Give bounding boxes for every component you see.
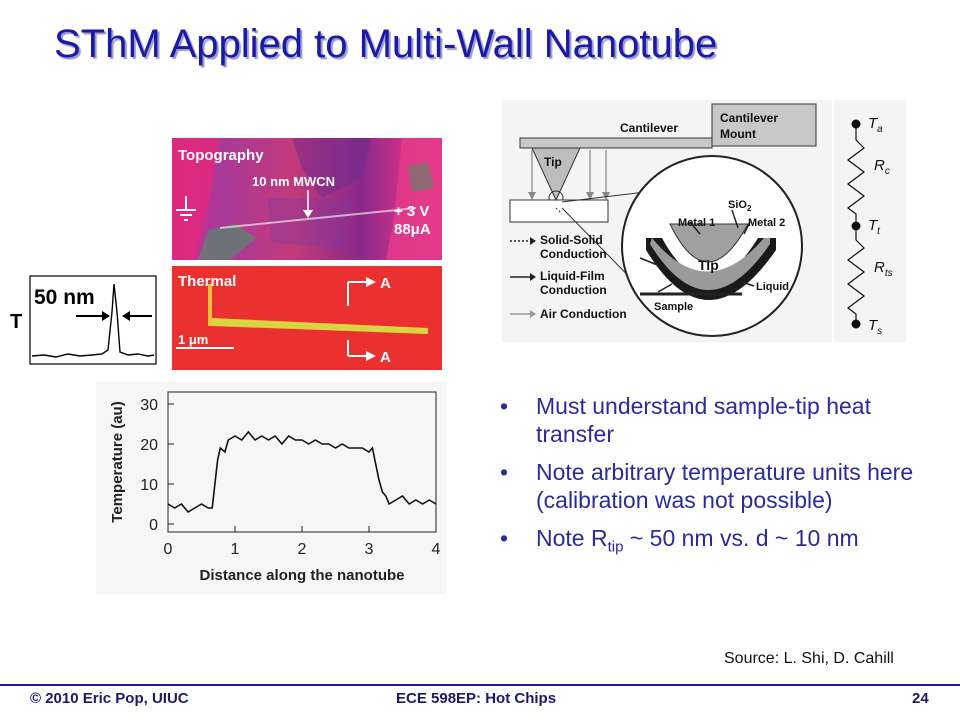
legend-solid-line1: Solid-Solid bbox=[540, 233, 603, 247]
profile-inset: T 50 nm bbox=[10, 275, 157, 365]
node-tt-sub: t bbox=[877, 226, 881, 237]
bullet-item: • Note Rtip ~ 50 nm vs. d ~ 10 nm bbox=[498, 524, 938, 562]
node-tt-label: Tt bbox=[868, 217, 881, 237]
bullet-dot: • bbox=[500, 459, 509, 485]
tip-label: Tip bbox=[544, 155, 562, 169]
sio2-label: SiO2 bbox=[728, 199, 752, 213]
node-ta-sub: a bbox=[877, 124, 883, 135]
cantilever-label: Cantilever bbox=[620, 121, 678, 135]
bullet-item: • Note arbitrary temperature units here (… bbox=[498, 458, 938, 514]
thermal-label: Thermal bbox=[178, 273, 236, 290]
inset-width-label: 50 nm bbox=[34, 286, 95, 309]
bullet-dot: • bbox=[500, 525, 509, 551]
chart-series-line bbox=[167, 430, 437, 514]
node-ts-sub: s bbox=[877, 326, 882, 337]
chart-x-label: Distance along the nanotube bbox=[199, 567, 404, 584]
source-citation: Source: L. Shi, D. Cahill bbox=[724, 650, 894, 667]
metal2-label: Metal 2 bbox=[748, 217, 785, 229]
bullet-text: Must understand sample-tip heat transfer bbox=[536, 393, 871, 447]
legend-liquid-line2: Conduction bbox=[540, 283, 607, 297]
mount-label-line1: Cantilever bbox=[720, 111, 778, 125]
voltage-label: + 3 V bbox=[394, 203, 429, 220]
legend-liquid-line1: Liquid-Film bbox=[540, 269, 605, 283]
chart-y-tick-label: 0 bbox=[149, 517, 158, 534]
footer-divider bbox=[0, 684, 960, 686]
cantilever-schematic: Cantilever Cantilever Mount Tip Tip SiO2… bbox=[502, 100, 832, 342]
mount-label-line2: Mount bbox=[720, 127, 756, 141]
resistor-rts-sub: ts bbox=[885, 268, 893, 279]
sio2-subscript: 2 bbox=[747, 204, 752, 213]
node-ts-label: Ts bbox=[868, 317, 882, 337]
temperature-chart: 0 10 20 30 0 1 2 3 4 Temperature (au) Distance … bbox=[96, 382, 446, 594]
legend-air-line1: Air Conduction bbox=[540, 307, 627, 321]
chart-y-tick-label: 10 bbox=[140, 477, 158, 494]
liquid-label: Liquid bbox=[756, 281, 789, 293]
footer-course: ECE 598EP: Hot Chips bbox=[396, 690, 557, 707]
legend-solid-line2: Conduction bbox=[540, 247, 607, 261]
current-label: 88μA bbox=[394, 221, 431, 238]
resistor-rc-sub: c bbox=[885, 166, 890, 177]
node-tt-name: T bbox=[868, 217, 879, 234]
section-bottom-label: A bbox=[380, 349, 391, 366]
bullet-text: Note arbitrary temperature units here (c… bbox=[536, 459, 914, 513]
section-top-label: A bbox=[380, 275, 391, 292]
resistor-rc-label: Rc bbox=[874, 157, 890, 177]
thermal-image: Thermal A A 1 μm bbox=[172, 266, 442, 370]
metal1-label: Metal 1 bbox=[678, 217, 715, 229]
bullet-list: • Must understand sample-tip heat transfe… bbox=[498, 392, 938, 572]
sio2-text: SiO bbox=[728, 199, 747, 211]
bullet-subscript: tip bbox=[607, 538, 624, 556]
tube-label: 10 nm MWCN bbox=[252, 174, 335, 189]
slide-title: SThM Applied to Multi-Wall Nanotube bbox=[54, 22, 718, 66]
chart-x-tick-label: 3 bbox=[365, 541, 374, 558]
footer-copyright: © 2010 Eric Pop, UIUC bbox=[30, 690, 189, 707]
resistor-rts-label: Rts bbox=[874, 259, 893, 279]
resistor-rc-name: R bbox=[874, 157, 885, 174]
bullet-item: • Must understand sample-tip heat transfe… bbox=[498, 392, 938, 448]
chart-y-tick-label: 20 bbox=[140, 437, 158, 454]
topography-label: Topography bbox=[178, 147, 264, 164]
node-ta-label: Ta bbox=[868, 115, 883, 135]
resistance-circuit: Ta Rc Tt Rts Ts bbox=[834, 100, 906, 342]
chart-y-label: Temperature (au) bbox=[109, 401, 126, 522]
sample-label: Sample bbox=[654, 301, 693, 313]
chart-y-tick-label: 30 bbox=[140, 397, 158, 414]
scale-label: 1 μm bbox=[178, 332, 208, 347]
node-ts-name: T bbox=[868, 317, 879, 334]
chart-x-tick-label: 1 bbox=[231, 541, 240, 558]
resistor-rts-name: R bbox=[874, 259, 885, 276]
chart-x-tick-label: 0 bbox=[164, 541, 173, 558]
bullet-text-pre: Note R bbox=[536, 525, 608, 551]
chart-x-tick-label: 4 bbox=[432, 541, 441, 558]
bullet-text-post: ~ 50 nm vs. d ~ 10 nm bbox=[623, 525, 859, 551]
zoom-tip-label: Tip bbox=[698, 257, 719, 273]
chart-x-tick-label: 2 bbox=[298, 541, 307, 558]
inset-axis-label: T bbox=[10, 311, 22, 333]
topography-image: Topography 10 nm MWCN + 3 V 88μA bbox=[172, 138, 442, 260]
node-ta-name: T bbox=[868, 115, 879, 132]
bullet-dot: • bbox=[500, 393, 509, 419]
footer-page-number: 24 bbox=[912, 690, 929, 707]
